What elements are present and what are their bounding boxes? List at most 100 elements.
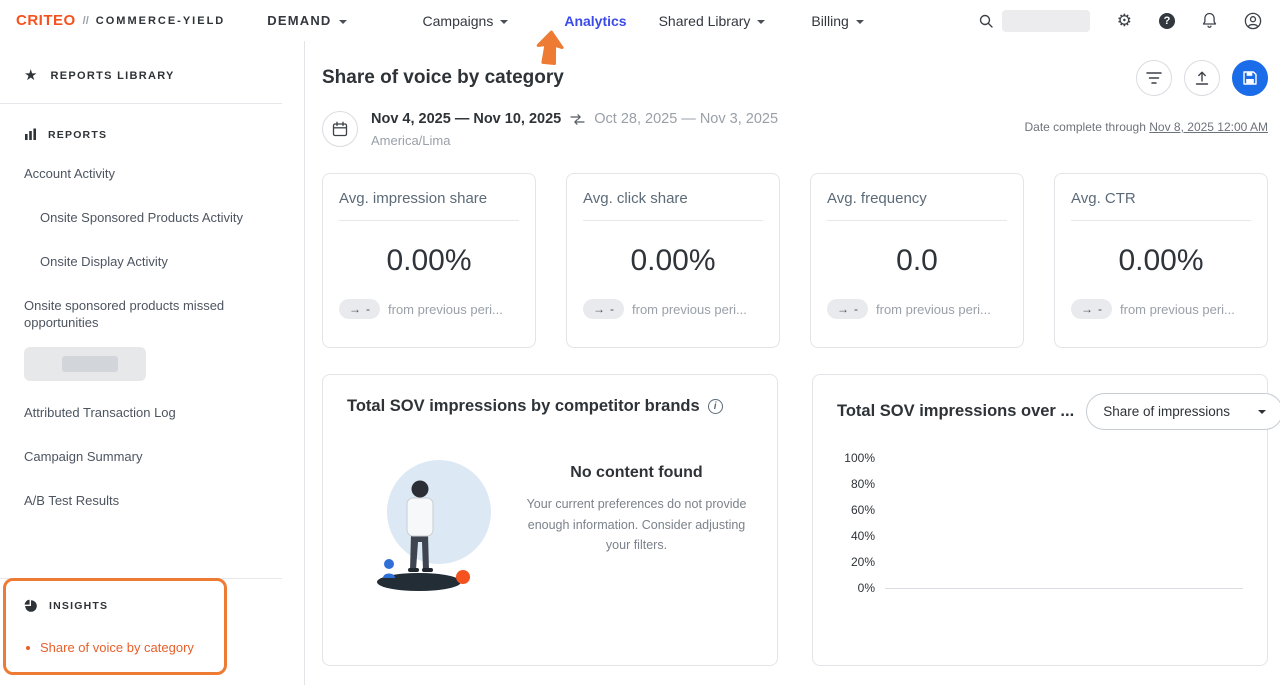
chevron-down-icon [338, 20, 347, 28]
data-complete-note: Date complete through Nov 8, 2025 12:00 … [1025, 111, 1269, 134]
save-button[interactable] [1232, 60, 1268, 96]
main-content: Share of voice by category [305, 41, 1280, 685]
metric-value: 0.00% [1118, 244, 1204, 277]
insights-section-header: INSIGHTS [24, 599, 108, 613]
report-list: Account Activity Onsite Sponsored Produc… [0, 141, 304, 509]
search-icon[interactable] [978, 13, 994, 29]
metric-value: 0.00% [630, 244, 716, 277]
save-icon [1242, 70, 1258, 86]
sov-over-time-card: Total SOV impressions over ... Share of … [812, 374, 1280, 666]
metric-card-click-share: Avg. click share 0.00% → - from previous… [566, 173, 780, 348]
trend-text: from previous peri... [632, 301, 747, 317]
date-picker-button[interactable] [322, 111, 358, 147]
complete-date-link[interactable]: Nov 8, 2025 12:00 AM [1149, 120, 1268, 134]
trend-arrow-icon: → [1081, 302, 1093, 316]
y-tick-label: 0% [857, 581, 875, 595]
main-nav: DEMAND Campaigns Analytics Shared Librar… [267, 13, 864, 29]
date-range-primary[interactable]: Nov 4, 2025 — Nov 10, 2025 [371, 111, 562, 127]
metric-value: 0.0 [896, 244, 938, 277]
compare-arrows-icon [570, 113, 585, 125]
sidebar-divider [0, 578, 282, 579]
trend-text: from previous peri... [388, 301, 503, 317]
trend-pill: → - [1071, 299, 1112, 319]
trend-arrow-icon: → [593, 302, 605, 316]
nav-item-campaigns[interactable]: Campaigns [423, 13, 509, 29]
y-tick-label: 80% [850, 477, 875, 491]
nav-item-demand[interactable]: DEMAND [267, 13, 347, 28]
user-icon [1244, 12, 1262, 30]
trend-pill: → - [339, 299, 380, 319]
sidebar-divider [0, 103, 282, 104]
nav-label: Campaigns [422, 12, 494, 29]
empty-state-illustration [377, 460, 491, 591]
reports-section-header: REPORTS [0, 104, 304, 141]
chevron-down-icon [1258, 410, 1266, 418]
search-input[interactable] [1001, 9, 1090, 32]
metric-title: Avg. CTR [1071, 190, 1251, 221]
nav-label: DEMAND [267, 13, 332, 28]
trend-arrow-icon: → [349, 302, 361, 316]
y-tick-label: 100% [844, 451, 875, 465]
settings-button[interactable]: ⚙ [1117, 12, 1132, 29]
bar-chart-icon [24, 128, 37, 141]
trend-delta: - [1098, 302, 1102, 316]
bullet-dot-icon [26, 645, 30, 650]
trend-delta: - [366, 302, 370, 316]
metric-value: 0.00% [386, 244, 472, 277]
metric-title: Avg. click share [583, 190, 763, 221]
trend-text: from previous peri... [1120, 301, 1235, 317]
reports-section-label: REPORTS [48, 128, 108, 141]
help-button[interactable]: ? [1159, 12, 1175, 29]
nav-label: Analytics [564, 12, 627, 29]
sidebar-item-account-activity[interactable]: Account Activity [24, 166, 116, 181]
sidebar-item-onsite-sponsored-products-activity[interactable]: Onsite Sponsored Products Activity [40, 210, 244, 225]
metric-card-ctr: Avg. CTR 0.00% → - from previous peri... [1054, 173, 1268, 348]
metric-card-frequency: Avg. frequency 0.0 → - from previous per… [810, 173, 1024, 348]
nav-item-billing[interactable]: Billing [811, 12, 864, 29]
metric-select-dropdown[interactable]: Share of impressions [1086, 393, 1280, 430]
nav-utilities: ⚙ ? [978, 9, 1262, 32]
bell-icon [1202, 12, 1217, 29]
sidebar-item-share-of-voice[interactable]: Share of voice by category [26, 640, 194, 655]
metric-card-impression-share: Avg. impression share 0.00% → - from pre… [322, 173, 536, 348]
gear-icon: ⚙ [1116, 11, 1132, 30]
brand-logo[interactable]: CRITEO // COMMERCE-YIELD [16, 12, 225, 29]
pie-chart-icon [24, 599, 38, 613]
filter-button[interactable] [1136, 60, 1172, 96]
nav-label: Billing [811, 12, 849, 29]
notifications-button[interactable] [1202, 12, 1217, 29]
export-button[interactable] [1184, 60, 1220, 96]
logo-separator: // [82, 14, 89, 27]
nav-item-shared-library[interactable]: Shared Library [659, 13, 766, 29]
sidebar: ★ REPORTS LIBRARY REPORTS Account Activi… [0, 41, 305, 685]
info-icon[interactable]: i [707, 399, 723, 414]
redaction-block [62, 356, 118, 372]
y-tick-label: 20% [850, 555, 875, 569]
sidebar-item-ab-test-results[interactable]: A/B Test Results [24, 493, 120, 508]
sidebar-item-reports-library[interactable]: ★ REPORTS LIBRARY [0, 41, 304, 83]
date-range-compare[interactable]: Oct 28, 2025 — Nov 3, 2025 [594, 111, 779, 127]
trend-delta: - [610, 302, 614, 316]
empty-state-title: No content found [570, 464, 703, 481]
competitor-card-title: Total SOV impressions by competitor bran… [347, 397, 700, 415]
criteo-wordmark: CRITEO [16, 12, 76, 29]
reports-library-label: REPORTS LIBRARY [50, 69, 175, 82]
chevron-down-icon [757, 20, 766, 28]
trend-arrow-icon: → [837, 302, 849, 316]
top-nav: CRITEO // COMMERCE-YIELD DEMAND Campaign… [0, 0, 1280, 41]
sov-chart: 100% 80% 60% 40% 20% 0% [837, 445, 1243, 601]
timezone-label: America/Lima [371, 133, 451, 148]
trend-delta: - [854, 302, 858, 316]
account-button[interactable] [1244, 12, 1262, 30]
nav-item-analytics[interactable]: Analytics [564, 13, 626, 29]
sidebar-item-onsite-display-activity[interactable]: Onsite Display Activity [40, 254, 168, 269]
upload-icon [1194, 70, 1210, 86]
sidebar-item-campaign-summary[interactable]: Campaign Summary [24, 449, 143, 464]
sidebar-item-attributed-transaction-log[interactable]: Attributed Transaction Log [24, 405, 176, 420]
trend-pill: → - [827, 299, 868, 319]
filter-icon [1146, 71, 1162, 85]
sidebar-item-missed-opportunities[interactable]: Onsite sponsored products missed opportu… [24, 298, 225, 330]
empty-state-body: Your current preferences do not provide … [526, 497, 747, 553]
calendar-icon [332, 121, 348, 137]
metric-select-value: Share of impressions [1103, 404, 1230, 419]
